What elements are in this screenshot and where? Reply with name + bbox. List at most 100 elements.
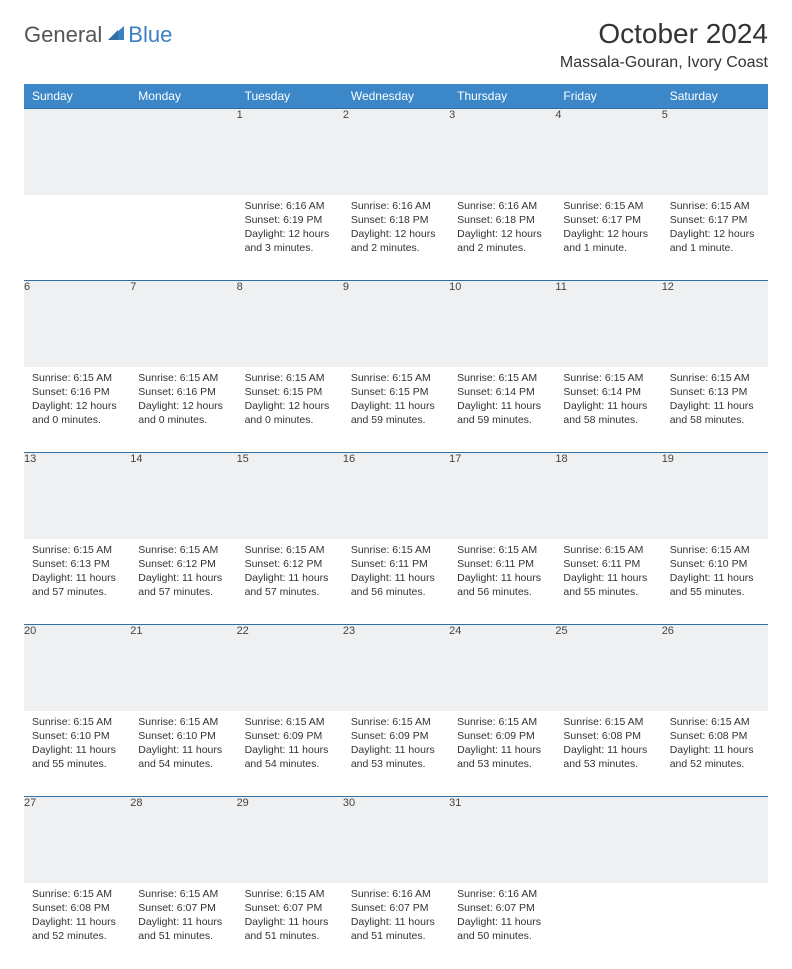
day-number-cell: 8 bbox=[237, 281, 343, 367]
day-number-cell bbox=[662, 797, 768, 883]
month-title: October 2024 bbox=[560, 18, 768, 50]
daylight-text: Daylight: 12 hours and 0 minutes. bbox=[138, 399, 228, 427]
brand-part1: General bbox=[24, 22, 102, 48]
day-number-cell: 10 bbox=[449, 281, 555, 367]
sunset-text: Sunset: 6:09 PM bbox=[245, 729, 335, 743]
sunrise-text: Sunrise: 6:16 AM bbox=[351, 199, 441, 213]
calendar-header-row: SundayMondayTuesdayWednesdayThursdayFrid… bbox=[24, 84, 768, 109]
daylight-text: Daylight: 12 hours and 3 minutes. bbox=[245, 227, 335, 255]
sunrise-text: Sunrise: 6:16 AM bbox=[457, 887, 547, 901]
day-cell: Sunrise: 6:15 AMSunset: 6:15 PMDaylight:… bbox=[237, 367, 343, 453]
sunset-text: Sunset: 6:07 PM bbox=[351, 901, 441, 915]
day-number-cell: 30 bbox=[343, 797, 449, 883]
day-number-cell: 25 bbox=[555, 625, 661, 711]
day-cell: Sunrise: 6:15 AMSunset: 6:10 PMDaylight:… bbox=[130, 711, 236, 797]
daylight-text: Daylight: 11 hours and 58 minutes. bbox=[563, 399, 653, 427]
day-number-cell: 28 bbox=[130, 797, 236, 883]
sunrise-text: Sunrise: 6:15 AM bbox=[245, 371, 335, 385]
sunset-text: Sunset: 6:09 PM bbox=[351, 729, 441, 743]
day-cell: Sunrise: 6:15 AMSunset: 6:09 PMDaylight:… bbox=[343, 711, 449, 797]
day-number-cell: 31 bbox=[449, 797, 555, 883]
sunset-text: Sunset: 6:10 PM bbox=[670, 557, 760, 571]
day-cell: Sunrise: 6:15 AMSunset: 6:08 PMDaylight:… bbox=[24, 883, 130, 969]
day-number-cell: 26 bbox=[662, 625, 768, 711]
sunset-text: Sunset: 6:07 PM bbox=[245, 901, 335, 915]
sunset-text: Sunset: 6:10 PM bbox=[138, 729, 228, 743]
daylight-text: Daylight: 11 hours and 56 minutes. bbox=[351, 571, 441, 599]
daylight-text: Daylight: 11 hours and 56 minutes. bbox=[457, 571, 547, 599]
location-text: Massala-Gouran, Ivory Coast bbox=[560, 54, 768, 72]
day-header: Thursday bbox=[449, 84, 555, 109]
day-cell: Sunrise: 6:15 AMSunset: 6:07 PMDaylight:… bbox=[237, 883, 343, 969]
sunset-text: Sunset: 6:09 PM bbox=[457, 729, 547, 743]
daylight-text: Daylight: 11 hours and 51 minutes. bbox=[138, 915, 228, 943]
day-cell: Sunrise: 6:15 AMSunset: 6:13 PMDaylight:… bbox=[662, 367, 768, 453]
day-number-cell: 16 bbox=[343, 453, 449, 539]
sunset-text: Sunset: 6:15 PM bbox=[245, 385, 335, 399]
sunset-text: Sunset: 6:13 PM bbox=[32, 557, 122, 571]
daylight-text: Daylight: 11 hours and 53 minutes. bbox=[457, 743, 547, 771]
sunrise-text: Sunrise: 6:15 AM bbox=[351, 543, 441, 557]
daylight-text: Daylight: 11 hours and 57 minutes. bbox=[138, 571, 228, 599]
day-cell: Sunrise: 6:15 AMSunset: 6:10 PMDaylight:… bbox=[24, 711, 130, 797]
day-cell: Sunrise: 6:15 AMSunset: 6:14 PMDaylight:… bbox=[555, 367, 661, 453]
day-header: Saturday bbox=[662, 84, 768, 109]
logo-sail-icon bbox=[106, 24, 126, 47]
daylight-text: Daylight: 11 hours and 51 minutes. bbox=[245, 915, 335, 943]
day-cell: Sunrise: 6:15 AMSunset: 6:16 PMDaylight:… bbox=[24, 367, 130, 453]
day-number-cell: 3 bbox=[449, 109, 555, 195]
day-number-cell: 21 bbox=[130, 625, 236, 711]
sunset-text: Sunset: 6:16 PM bbox=[32, 385, 122, 399]
sunrise-text: Sunrise: 6:15 AM bbox=[245, 715, 335, 729]
sunrise-text: Sunrise: 6:15 AM bbox=[138, 715, 228, 729]
day-cell: Sunrise: 6:15 AMSunset: 6:15 PMDaylight:… bbox=[343, 367, 449, 453]
sunrise-text: Sunrise: 6:15 AM bbox=[670, 199, 760, 213]
daylight-text: Daylight: 11 hours and 54 minutes. bbox=[138, 743, 228, 771]
daylight-text: Daylight: 11 hours and 55 minutes. bbox=[670, 571, 760, 599]
daylight-text: Daylight: 11 hours and 50 minutes. bbox=[457, 915, 547, 943]
sunrise-text: Sunrise: 6:15 AM bbox=[457, 543, 547, 557]
sunrise-text: Sunrise: 6:15 AM bbox=[245, 543, 335, 557]
day-cell bbox=[24, 195, 130, 281]
sunset-text: Sunset: 6:12 PM bbox=[138, 557, 228, 571]
daylight-text: Daylight: 11 hours and 57 minutes. bbox=[245, 571, 335, 599]
day-number-cell: 4 bbox=[555, 109, 661, 195]
sunset-text: Sunset: 6:08 PM bbox=[670, 729, 760, 743]
day-number-cell: 2 bbox=[343, 109, 449, 195]
day-number-cell: 11 bbox=[555, 281, 661, 367]
daylight-text: Daylight: 11 hours and 51 minutes. bbox=[351, 915, 441, 943]
daylight-text: Daylight: 11 hours and 53 minutes. bbox=[351, 743, 441, 771]
day-cell: Sunrise: 6:15 AMSunset: 6:14 PMDaylight:… bbox=[449, 367, 555, 453]
daylight-text: Daylight: 12 hours and 0 minutes. bbox=[245, 399, 335, 427]
sunrise-text: Sunrise: 6:15 AM bbox=[670, 715, 760, 729]
sunrise-text: Sunrise: 6:15 AM bbox=[351, 715, 441, 729]
daylight-text: Daylight: 11 hours and 53 minutes. bbox=[563, 743, 653, 771]
sunset-text: Sunset: 6:12 PM bbox=[245, 557, 335, 571]
daylight-text: Daylight: 12 hours and 2 minutes. bbox=[457, 227, 547, 255]
daylight-text: Daylight: 11 hours and 52 minutes. bbox=[32, 915, 122, 943]
day-header: Sunday bbox=[24, 84, 130, 109]
day-cell: Sunrise: 6:16 AMSunset: 6:19 PMDaylight:… bbox=[237, 195, 343, 281]
sunrise-text: Sunrise: 6:15 AM bbox=[138, 543, 228, 557]
sunset-text: Sunset: 6:07 PM bbox=[457, 901, 547, 915]
sunrise-text: Sunrise: 6:15 AM bbox=[563, 199, 653, 213]
sunrise-text: Sunrise: 6:16 AM bbox=[245, 199, 335, 213]
sunset-text: Sunset: 6:08 PM bbox=[32, 901, 122, 915]
day-number-cell: 19 bbox=[662, 453, 768, 539]
sunrise-text: Sunrise: 6:15 AM bbox=[670, 371, 760, 385]
sunset-text: Sunset: 6:08 PM bbox=[563, 729, 653, 743]
daylight-text: Daylight: 12 hours and 0 minutes. bbox=[32, 399, 122, 427]
sunset-text: Sunset: 6:16 PM bbox=[138, 385, 228, 399]
day-cell: Sunrise: 6:15 AMSunset: 6:16 PMDaylight:… bbox=[130, 367, 236, 453]
day-number-cell: 20 bbox=[24, 625, 130, 711]
sunrise-text: Sunrise: 6:15 AM bbox=[245, 887, 335, 901]
calendar-body: 12345Sunrise: 6:16 AMSunset: 6:19 PMDayl… bbox=[24, 109, 768, 969]
sunset-text: Sunset: 6:17 PM bbox=[563, 213, 653, 227]
sunset-text: Sunset: 6:10 PM bbox=[32, 729, 122, 743]
day-number-cell: 23 bbox=[343, 625, 449, 711]
daylight-text: Daylight: 11 hours and 59 minutes. bbox=[351, 399, 441, 427]
brand-part2: Blue bbox=[128, 22, 172, 48]
day-number-cell: 27 bbox=[24, 797, 130, 883]
day-cell bbox=[130, 195, 236, 281]
sunset-text: Sunset: 6:14 PM bbox=[563, 385, 653, 399]
